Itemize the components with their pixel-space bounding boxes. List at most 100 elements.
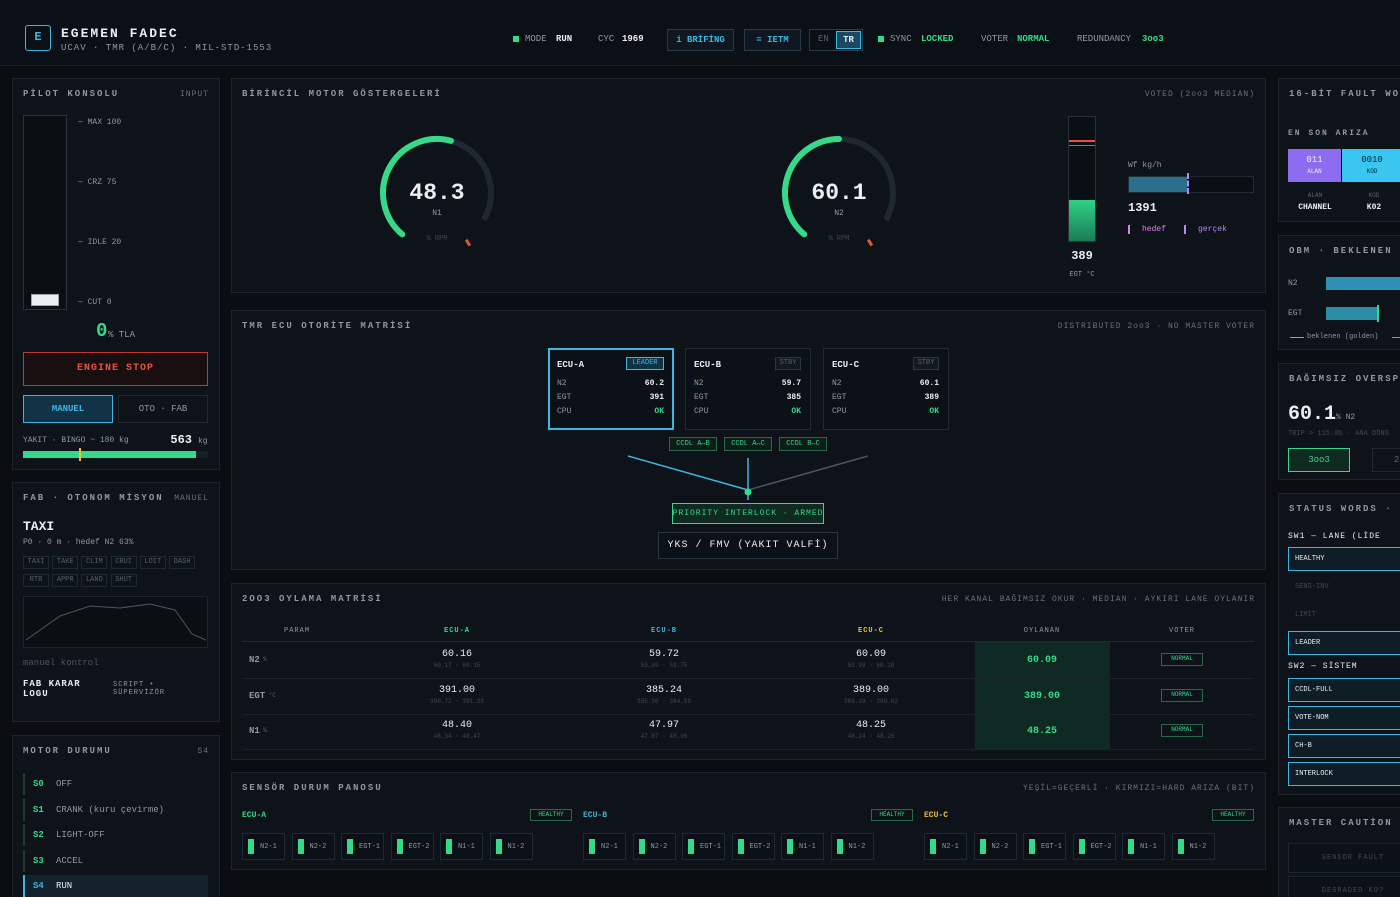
app-subtitle: UCAV · TMR (A/B/C) · MIL-STD-1553 [61, 43, 273, 53]
wf-actual-marker [1187, 173, 1189, 194]
health-badge: HEALTHY [871, 809, 913, 821]
sync-dot [878, 36, 884, 42]
sensor-name: EGT-1 [359, 843, 381, 851]
lang-en[interactable]: EN [818, 34, 829, 44]
lang-tr[interactable]: TR [836, 31, 861, 49]
state-code: S0 [33, 779, 44, 789]
obm-bar [1326, 307, 1378, 320]
interlock: PRIORITY INTERLOCK · ARMED [672, 503, 824, 524]
cyc-value: 1969 [622, 34, 644, 44]
ecu-name: ECU-C [832, 360, 860, 370]
status-bit: SENS-INV [1295, 582, 1329, 591]
ecu-role: STBY [775, 357, 801, 370]
overspeed-unit: % N2 [1336, 413, 1356, 422]
sw2-label: SW2 — SİSTEM [1288, 662, 1358, 671]
cell-range: 48.24 · 48.26 [847, 733, 895, 740]
engine-stop-button[interactable]: ENGINE STOP [23, 352, 208, 386]
column-header: VOTER [1168, 627, 1196, 635]
status-bit: CCDL-FULL [1288, 678, 1400, 702]
param-name: EGT [249, 690, 266, 701]
redundancy-value: 3oo3 [1142, 34, 1164, 44]
column-header: PARAM [283, 627, 311, 635]
ietm-button[interactable]: ≡ IETM [744, 29, 801, 51]
health-badge: HEALTHY [1212, 809, 1254, 821]
fault-bits-value: 011 [1306, 155, 1323, 165]
ecu-param: N2 [832, 379, 842, 388]
status-bit: LIMIT [1295, 610, 1317, 619]
panel-title: TMR ECU OTORİTE MATRİSİ [242, 321, 413, 331]
fuel-unit: kg [198, 437, 208, 446]
status-bit: LEADER [1288, 631, 1400, 655]
cell-value: 47.97 [648, 720, 680, 731]
ecu-param: CPU [694, 407, 709, 416]
ecu-param: N2 [557, 379, 567, 388]
panel [12, 735, 220, 897]
ecu-param: CPU [557, 407, 572, 416]
state-row [23, 798, 208, 821]
status-bit: CH-B [1288, 734, 1400, 758]
phase-chip: SHUT [110, 574, 137, 587]
panel-title: BİRİNCİL MOTOR GÖSTERGELERİ [242, 89, 442, 99]
sensor-led [1177, 839, 1184, 854]
state-name: LIGHT-OFF [56, 830, 105, 840]
panel-tag: YEŞİL=GEÇERLİ · KIRMIZI=HARD ARIZA (BIT) [1022, 784, 1255, 793]
phase-chip: RTB [23, 574, 49, 587]
cell-value: 48.25 [855, 720, 887, 731]
log-title: FAB KARAR LOGU [23, 679, 81, 700]
sensor-name: N2-1 [942, 843, 959, 851]
app-title: EGEMEN FADEC [61, 26, 179, 41]
overspeed-mode[interactable]: 2oo [1372, 448, 1400, 472]
param-name: N1 [249, 726, 260, 736]
panel [231, 583, 1266, 760]
gauge-unit: % RPM [426, 235, 448, 243]
panel-tag: VOTED (2oo3 MEDIAN) [1144, 90, 1255, 99]
fault-bits [1342, 149, 1400, 182]
gauge-value: 60.1 [811, 180, 867, 206]
ecu-param: EGT [832, 393, 847, 402]
throttle-scale: — CRZ 75 [78, 178, 117, 187]
obm-legend-key [1290, 337, 1304, 338]
ecu-value: OK [654, 407, 664, 416]
param-unit: °C [268, 691, 276, 699]
fault-bits [1288, 149, 1341, 182]
gauge-name: N1 [432, 209, 442, 218]
obm-label: N2 [1288, 279, 1298, 288]
cell-range: 60.17 · 60.15 [433, 662, 481, 669]
ecu-value: 59.7 [781, 379, 801, 388]
cell-value: 389.00 [852, 684, 890, 696]
health-badge: HEALTHY [530, 809, 572, 821]
cell-value: 59.72 [648, 649, 680, 660]
wf-target: hedef [1142, 225, 1167, 234]
panel-title: SENSÖR DURUM PANOSU [242, 783, 383, 793]
logo: E [25, 25, 51, 51]
cell-value: 60.09 [855, 649, 887, 660]
ecu-value: 385 [786, 393, 801, 402]
panel [231, 78, 1266, 293]
cell-range: 59.69 · 59.75 [640, 662, 688, 669]
manual-button[interactable]: MANUEL [23, 395, 113, 423]
fault-subtitle: EN SON ARIZA [1288, 129, 1370, 138]
sensor-led [396, 839, 403, 854]
fault-field-label: ALAN [1307, 192, 1323, 199]
tla-value: 0 [96, 320, 108, 342]
mission-plot [23, 596, 208, 648]
cell-range: 59.99 · 60.18 [847, 662, 895, 669]
voter-badge: NORMAL [1161, 724, 1203, 737]
sensor-led [297, 839, 304, 854]
mode-label: MODE [525, 34, 547, 44]
obm-legend-key [1392, 337, 1400, 338]
phase-chip: CRUI [110, 556, 137, 569]
auto-button[interactable]: OTO · FAB [118, 395, 208, 423]
cell-range: 48.34 · 48.47 [433, 733, 481, 740]
briefing-button[interactable]: i BRİFİNG [667, 29, 734, 51]
wf-actual-key [1184, 225, 1186, 234]
state-name: ACCEL [56, 855, 84, 866]
ccdl-link: CCDL A↔B [669, 437, 717, 451]
sensor-name: EGT-2 [408, 843, 430, 851]
sensor-name: EGT-1 [1041, 843, 1063, 851]
panel [1278, 235, 1400, 350]
overspeed-mode[interactable]: 3oo3 [1288, 448, 1350, 472]
voted-value: 60.09 [1026, 655, 1058, 666]
fault-field-value: K02 [1366, 203, 1382, 212]
